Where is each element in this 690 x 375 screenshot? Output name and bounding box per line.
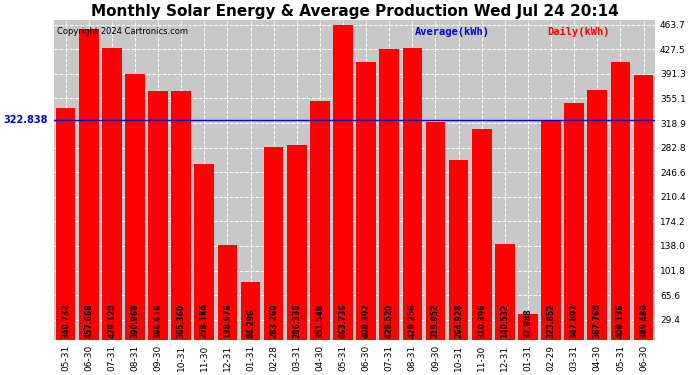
Bar xyxy=(402,48,422,340)
Bar xyxy=(79,29,99,340)
Bar xyxy=(125,74,145,340)
Text: 283.260: 283.260 xyxy=(269,304,278,338)
Text: 408.136: 408.136 xyxy=(616,304,625,338)
Text: 138.976: 138.976 xyxy=(223,304,232,338)
Text: 429.256: 429.256 xyxy=(408,304,417,338)
Text: 366.616: 366.616 xyxy=(154,304,163,338)
Text: 84.296: 84.296 xyxy=(246,309,255,338)
Text: 463.736: 463.736 xyxy=(339,304,348,338)
Bar xyxy=(380,48,399,340)
Text: Copyright 2024 Cartronics.com: Copyright 2024 Cartronics.com xyxy=(57,27,188,36)
Bar xyxy=(241,282,260,340)
Bar xyxy=(195,164,214,340)
Bar xyxy=(264,147,284,340)
Text: 258.184: 258.184 xyxy=(200,304,209,338)
Bar xyxy=(217,245,237,340)
Bar xyxy=(611,62,630,340)
Text: 286.336: 286.336 xyxy=(293,304,302,338)
Text: 390.968: 390.968 xyxy=(130,304,139,338)
Bar xyxy=(448,160,469,340)
Text: 347.892: 347.892 xyxy=(570,304,579,338)
Text: 351.548: 351.548 xyxy=(315,304,324,338)
Bar xyxy=(495,244,515,340)
Bar xyxy=(541,120,561,340)
Text: 367.760: 367.760 xyxy=(593,304,602,338)
Bar xyxy=(56,108,75,340)
Bar xyxy=(633,75,653,340)
Bar xyxy=(426,122,445,340)
Text: Average(kWh): Average(kWh) xyxy=(415,27,490,37)
Text: 37.888: 37.888 xyxy=(524,309,533,338)
Text: 310.396: 310.396 xyxy=(477,304,486,338)
Bar xyxy=(333,25,353,340)
Text: 428.520: 428.520 xyxy=(385,304,394,338)
Title: Monthly Solar Energy & Average Production Wed Jul 24 20:14: Monthly Solar Energy & Average Productio… xyxy=(90,4,618,19)
Text: 389.480: 389.480 xyxy=(639,304,648,338)
Bar xyxy=(310,101,330,340)
Text: 322.838: 322.838 xyxy=(3,116,48,125)
Bar xyxy=(356,62,376,340)
Text: 408.392: 408.392 xyxy=(362,304,371,338)
Text: 429.120: 429.120 xyxy=(108,304,117,338)
Bar xyxy=(171,92,191,340)
Text: 457.668: 457.668 xyxy=(84,304,93,338)
Text: 140.532: 140.532 xyxy=(500,304,509,338)
Bar xyxy=(287,145,306,340)
Text: 264.928: 264.928 xyxy=(454,304,463,338)
Text: Daily(kWh): Daily(kWh) xyxy=(547,27,609,37)
Bar xyxy=(148,91,168,340)
Text: 340.732: 340.732 xyxy=(61,304,70,338)
Text: 319.952: 319.952 xyxy=(431,304,440,338)
Bar xyxy=(518,314,538,340)
Bar xyxy=(472,129,491,340)
Text: 323.852: 323.852 xyxy=(546,304,555,338)
Bar xyxy=(102,48,121,340)
Bar xyxy=(587,90,607,340)
Bar xyxy=(564,103,584,340)
Text: 365.360: 365.360 xyxy=(177,304,186,338)
